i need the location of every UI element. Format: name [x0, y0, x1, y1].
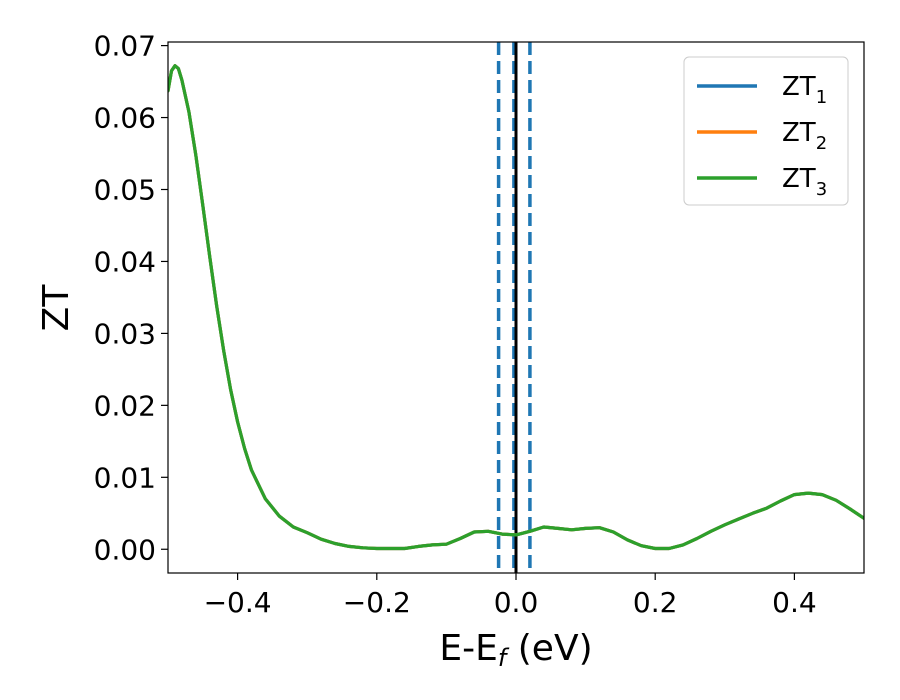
- x-tick-label: 0.2: [633, 586, 678, 619]
- x-axis-title: E-Ef (eV): [439, 628, 592, 672]
- legend-label-zt2: ZT2: [782, 118, 827, 154]
- y-tick-label: 0.07: [94, 30, 156, 63]
- y-tick-label: 0.04: [94, 245, 156, 278]
- x-tick-label: 0.4: [772, 586, 817, 619]
- legend-box: [683, 56, 849, 206]
- x-axis-title-unit: (eV): [506, 628, 592, 669]
- y-tick-label: 0.06: [94, 102, 156, 135]
- y-tick-label: 0.00: [94, 533, 156, 566]
- series-line-zt3: [168, 64, 864, 551]
- y-tick-label: 0.03: [94, 317, 156, 350]
- x-tick-label: −0.2: [343, 586, 411, 619]
- vertical-lines: [496, 42, 532, 573]
- y-tick-label: 0.01: [94, 461, 156, 494]
- y-axis-title: ZT: [36, 284, 77, 332]
- series-lines: [168, 64, 864, 551]
- y-tick-label: 0.02: [94, 389, 156, 422]
- x-tick-label: 0.0: [494, 586, 539, 619]
- legend-label-zt3: ZT3: [782, 164, 827, 200]
- legend-label-zt1: ZT1: [782, 72, 827, 108]
- legend: ZT1 ZT2 ZT3: [683, 56, 849, 206]
- x-axis-title-main: E-E: [439, 628, 497, 669]
- y-axis-ticks: 0.00 0.01 0.02 0.03 0.04 0.05 0.06 0.07: [94, 30, 168, 566]
- x-tick-label: −0.4: [204, 586, 272, 619]
- x-axis-ticks: −0.4 −0.2 0.0 0.2 0.4: [204, 573, 817, 619]
- y-tick-label: 0.05: [94, 174, 156, 207]
